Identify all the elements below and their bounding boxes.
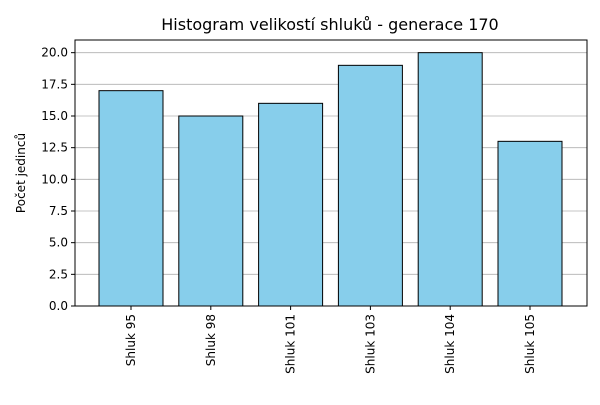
x-tick-label: Shluk 103 — [363, 314, 377, 374]
x-tick-label: Shluk 101 — [284, 314, 298, 374]
bar — [258, 102, 324, 307]
y-axis-ticks: 0.0 2.5 5.0 7.5 10.0 12.5 15.0 17.5 20.0 — [41, 46, 75, 313]
y-tick-label: 7.5 — [49, 204, 68, 218]
x-tick-label: Shluk 104 — [443, 314, 457, 374]
bars — [98, 52, 563, 307]
bar — [178, 115, 244, 307]
x-tick-label: Shluk 98 — [204, 314, 218, 366]
bar — [337, 64, 403, 307]
y-tick-label: 0.0 — [49, 299, 68, 313]
y-tick-label: 15.0 — [41, 109, 68, 123]
y-tick-label: 10.0 — [41, 172, 68, 186]
plot-frame — [74, 39, 588, 307]
y-tick-label: 12.5 — [41, 141, 68, 155]
y-axis-label: Počet jedinců — [14, 133, 28, 213]
x-tick-label: Shluk 95 — [124, 314, 138, 366]
bar — [497, 140, 563, 307]
x-axis-ticks: Shluk 95 Shluk 98 Shluk 101 Shluk 103 Shluk … — [124, 306, 537, 374]
x-tick-label: Shluk 105 — [523, 314, 537, 374]
y-tick-label: 17.5 — [41, 77, 68, 91]
y-tick-label: 5.0 — [49, 236, 68, 250]
chart-title: Histogram velikostí shluků - generace 17… — [161, 15, 498, 34]
bar — [98, 90, 164, 307]
bar — [417, 52, 483, 307]
y-tick-label: 2.5 — [49, 267, 68, 281]
y-tick-label: 20.0 — [41, 46, 68, 60]
